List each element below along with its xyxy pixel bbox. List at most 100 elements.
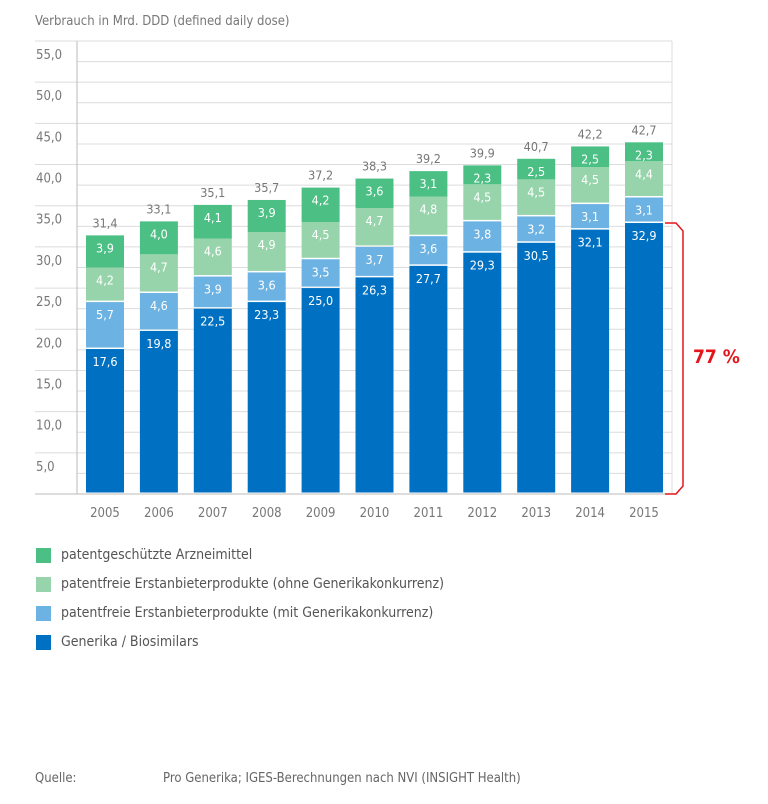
data-label: 2,3 [635, 147, 653, 162]
bar-segment [86, 349, 124, 493]
data-label: 3,9 [258, 205, 276, 220]
data-label: 30,5 [524, 248, 549, 263]
share-annotation: 77 % [693, 346, 740, 368]
legend-item: patentfreie Erstanbieterprodukte (mit Ge… [36, 605, 433, 621]
bar-segment [517, 242, 556, 493]
y-tick-label: 45,0 [36, 130, 62, 145]
total-label: 39,9 [470, 145, 495, 160]
source-note: Quelle: Pro Generika; IGES-Berechnungen n… [35, 771, 521, 786]
x-tick-label: 2015 [629, 506, 659, 521]
data-label: 3,9 [96, 240, 114, 255]
data-label: 2,5 [581, 151, 599, 166]
data-label: 4,4 [635, 166, 653, 181]
data-label: 3,7 [366, 252, 384, 267]
bar-segment [247, 199, 286, 233]
bar-segment [463, 252, 502, 493]
bar-segment [409, 265, 448, 493]
bar-segment [409, 236, 448, 265]
y-axis-title: Verbrauch in Mrd. DDD (defined daily dos… [35, 14, 290, 29]
x-tick-label: 2012 [467, 506, 497, 521]
data-label: 4,5 [527, 184, 545, 199]
x-tick-label: 2009 [306, 506, 336, 521]
x-tick-label: 2013 [521, 506, 551, 521]
share-bracket [665, 222, 684, 495]
data-label: 3,5 [312, 264, 330, 279]
total-label: 40,7 [524, 139, 549, 154]
bar-segment [571, 204, 610, 229]
data-label: 2,5 [527, 164, 545, 179]
data-label: 19,8 [146, 336, 171, 351]
legend-label: Generika / Biosimilars [61, 634, 199, 650]
bar-segment [139, 254, 178, 292]
bar-segment [517, 158, 556, 180]
data-label: 3,6 [419, 241, 437, 256]
total-label: 38,3 [362, 159, 387, 174]
legend-item: patentfreie Erstanbieterprodukte (ohne G… [36, 576, 444, 592]
bar-segment [86, 267, 124, 301]
total-label: 42,2 [578, 126, 603, 141]
bar-segment [193, 204, 232, 239]
source-label: Quelle: [35, 771, 77, 786]
bar-segment [301, 259, 340, 287]
data-label: 4,5 [581, 172, 599, 187]
bar-segment [247, 272, 286, 301]
legend-item: Generika / Biosimilars [36, 634, 199, 650]
bar-segment [86, 235, 124, 268]
bar-segment [355, 277, 394, 493]
x-tick-label: 2007 [198, 506, 228, 521]
bar-segment [86, 302, 124, 348]
bar-segment [571, 229, 610, 493]
legend-swatch [36, 576, 51, 592]
bar-segment [517, 216, 556, 242]
data-label: 26,3 [362, 282, 387, 297]
data-label: 3,9 [204, 282, 222, 297]
total-label: 42,7 [631, 122, 656, 137]
y-tick-label: 30,0 [36, 254, 62, 269]
data-label: 3,1 [635, 202, 653, 217]
y-tick-label: 55,0 [36, 48, 62, 63]
data-label: 3,2 [527, 221, 545, 236]
y-tick-label: 35,0 [36, 213, 62, 228]
legend-label: patentgeschützte Arzneimittel [61, 547, 253, 563]
bar-segment [355, 208, 394, 246]
bar-segment [301, 222, 340, 258]
total-label: 35,7 [254, 180, 279, 195]
bar-segment [139, 330, 178, 493]
y-tick-label: 15,0 [36, 377, 62, 392]
y-tick-label: 50,0 [36, 89, 62, 104]
data-label: 5,7 [96, 307, 114, 322]
bar-segment [625, 161, 663, 196]
bar-segment [409, 171, 448, 197]
source-text: Pro Generika; IGES-Berechnungen nach NVI… [163, 771, 521, 786]
bar-segment [247, 232, 286, 271]
legend-swatch [36, 634, 51, 650]
data-label: 4,6 [150, 298, 168, 313]
x-tick-label: 2010 [360, 506, 390, 521]
bar-segment [625, 142, 663, 162]
bar-segment [463, 165, 502, 185]
bar-segment [355, 246, 394, 276]
total-label: 33,1 [146, 201, 171, 216]
total-label: 39,2 [416, 151, 441, 166]
bar-segment [463, 184, 502, 220]
bar-segment [625, 197, 663, 222]
legend-swatch [36, 547, 51, 563]
data-label: 3,1 [581, 209, 599, 224]
data-label: 4,7 [366, 213, 384, 228]
bar-segment [193, 276, 232, 308]
data-label: 32,1 [578, 235, 603, 250]
bar-segment [301, 187, 340, 223]
data-label: 25,0 [308, 293, 333, 308]
data-label: 3,1 [419, 176, 437, 191]
data-label: 4,5 [473, 189, 491, 204]
data-label: 4,5 [312, 227, 330, 242]
legend-item: patentgeschützte Arzneimittel [36, 547, 252, 563]
bar-segment [463, 221, 502, 252]
data-label: 27,7 [416, 271, 441, 286]
bar-segment [517, 179, 556, 215]
total-label: 31,4 [92, 215, 117, 230]
stacked-bar-chart: 5,0 10,0 15,0 20,0 25,0 30,0 35,0 40,0 45,0 50,0 5… [35, 40, 740, 521]
data-label: 32,9 [631, 228, 656, 243]
data-label: 17,6 [92, 354, 117, 369]
x-tick-label: 2006 [144, 506, 174, 521]
